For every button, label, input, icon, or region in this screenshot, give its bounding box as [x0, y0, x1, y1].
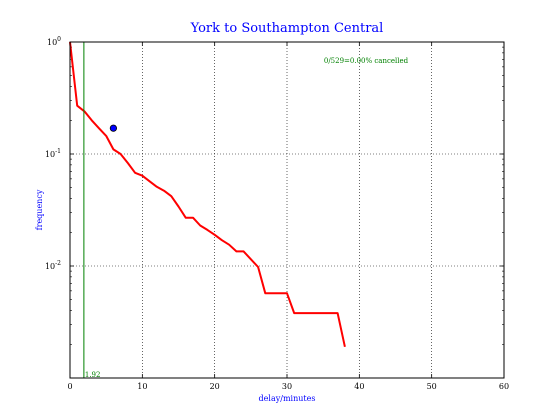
x-tick-label: 50 [427, 382, 437, 391]
marker-point [109, 124, 118, 132]
x-axis-label: delay/minutes [259, 394, 316, 403]
x-tick-label: 40 [354, 382, 364, 391]
x-tick-label: 60 [499, 382, 509, 391]
y-tick-label: 10-2 [45, 260, 61, 271]
plot-frame [69, 41, 505, 379]
cancelled-annotation: 0/529=0.00% cancelled [324, 57, 409, 65]
x-tick-label: 30 [282, 382, 292, 391]
series-line [69, 41, 346, 348]
y-tick-labels: 100 10-1 10-2 [45, 36, 61, 271]
y-tick-exponent: -1 [55, 148, 61, 155]
y-tick-label: 100 [47, 36, 61, 47]
y-tick-label: 10-1 [45, 148, 61, 159]
y-axis-label: frequency [35, 189, 44, 230]
y-tick-exponent: -2 [55, 260, 61, 267]
x-tick-label: 0 [67, 382, 72, 391]
mean-delay-label: 1.92 [85, 371, 101, 379]
x-tick-labels: 0 10 20 30 40 50 60 [67, 382, 509, 391]
chart-title: York to Southampton Central [190, 21, 384, 36]
x-tick-label: 10 [137, 382, 147, 391]
y-tick-exponent: 0 [57, 36, 61, 43]
x-tick-label: 20 [210, 382, 220, 391]
grid [70, 42, 504, 378]
